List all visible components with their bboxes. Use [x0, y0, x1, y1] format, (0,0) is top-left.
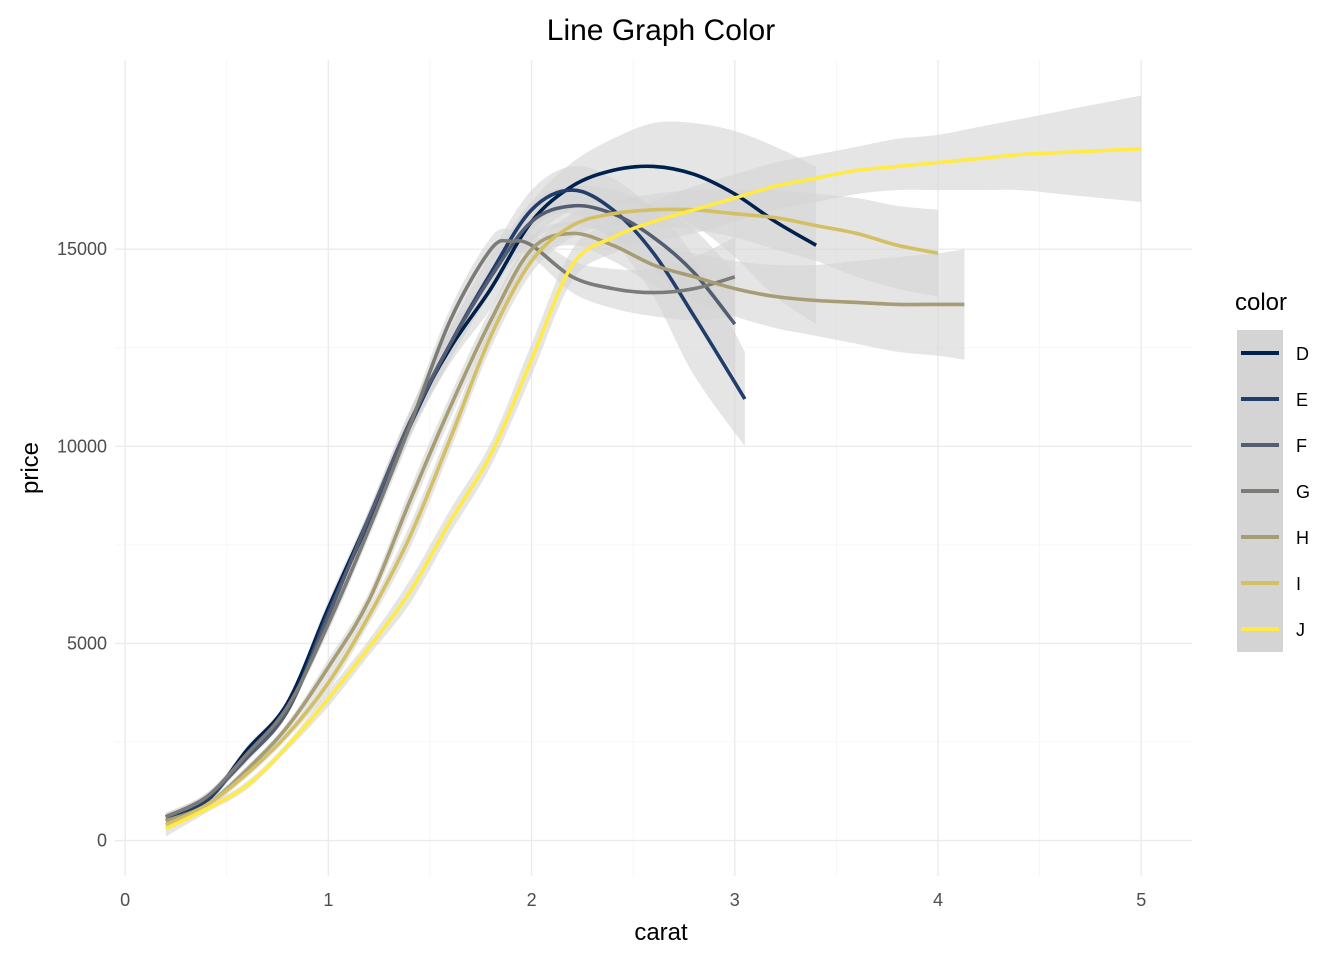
legend-items: D E F G H I J	[1237, 330, 1310, 652]
y-tick-label: 10000	[57, 436, 107, 456]
y-tick-label: 15000	[57, 239, 107, 259]
confidence-band-I	[165, 189, 939, 829]
legend-label-J: J	[1296, 620, 1305, 640]
confidence-band-J	[165, 95, 1142, 837]
x-tick-label: 0	[120, 890, 130, 910]
y-axis-title: price	[17, 442, 44, 494]
confidence-band-G	[165, 228, 735, 821]
tick-labels: 0 1 2 3 4 5 0 5000 10000 15000	[57, 239, 1146, 910]
series-line-G	[165, 238, 736, 819]
legend-title: color	[1235, 289, 1287, 316]
series-line-J	[165, 146, 1142, 831]
series-line-I	[165, 207, 939, 827]
y-tick-label: 5000	[67, 633, 107, 653]
legend-label-E: E	[1296, 390, 1308, 410]
series-lines	[165, 146, 1142, 831]
legend-label-F: F	[1296, 436, 1307, 456]
series-line-D	[165, 164, 818, 819]
legend-label-H: H	[1296, 528, 1309, 548]
x-axis-title: carat	[634, 919, 688, 946]
series-line-H	[165, 231, 965, 823]
x-tick-label: 2	[527, 890, 537, 910]
legend: color D E F G H I J	[1235, 289, 1310, 652]
x-tick-label: 3	[730, 890, 740, 910]
legend-label-G: G	[1296, 482, 1310, 502]
x-tick-label: 1	[323, 890, 333, 910]
legend-label-D: D	[1296, 344, 1309, 364]
y-tick-label: 0	[97, 831, 107, 851]
x-tick-label: 5	[1136, 890, 1146, 910]
x-tick-label: 4	[933, 890, 943, 910]
chart-title: Line Graph Color	[547, 14, 775, 47]
legend-label-I: I	[1296, 574, 1301, 594]
series-line-F	[165, 203, 737, 819]
